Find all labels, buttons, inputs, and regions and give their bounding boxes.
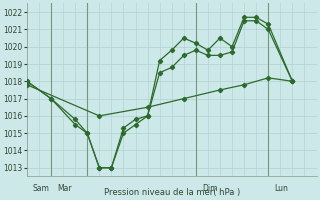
Text: Mar: Mar bbox=[57, 184, 72, 193]
Text: Dim: Dim bbox=[202, 184, 217, 193]
Text: Sam: Sam bbox=[33, 184, 50, 193]
X-axis label: Pression niveau de la mer( hPa ): Pression niveau de la mer( hPa ) bbox=[104, 188, 240, 197]
Text: Lun: Lun bbox=[274, 184, 288, 193]
